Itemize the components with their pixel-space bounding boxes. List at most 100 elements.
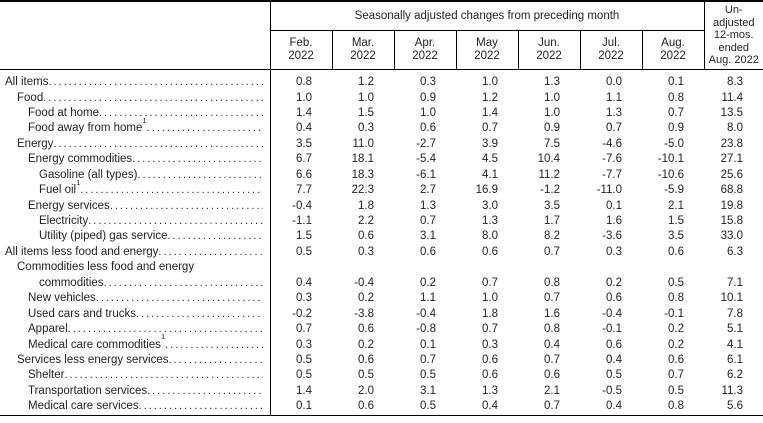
value-cell: 11.3 <box>721 384 743 397</box>
value-cell: 0.0 <box>606 76 622 89</box>
value-cell: 1.6 <box>606 215 622 228</box>
value-cell: 5.1 <box>727 323 743 336</box>
row-label: All items less food and energy <box>0 244 271 261</box>
value-cell: 1.8 <box>358 199 374 212</box>
value-cell: 1.4 <box>296 384 312 397</box>
value-cell: 0.6 <box>668 245 684 258</box>
month-column-header-feb: Feb. 2022 <box>269 30 332 70</box>
row-label: Energy commodities <box>0 152 271 168</box>
value-cell: 8.3 <box>727 76 743 89</box>
value-cell: 6.2 <box>727 369 743 382</box>
value-cell: -0.4 <box>416 307 436 320</box>
leader-dots <box>165 338 262 353</box>
value-cell: -3.8 <box>354 307 374 320</box>
leader-dots <box>167 229 262 244</box>
value-cell: 16.9 <box>475 184 498 197</box>
value-cell: -1.2 <box>540 184 560 197</box>
value-cell: 0.7 <box>544 245 560 258</box>
value-cell: -0.4 <box>354 276 374 289</box>
value-cell: 0.7 <box>544 400 560 413</box>
value-cell: 1.3 <box>420 199 436 212</box>
leader-dots <box>147 121 263 136</box>
value-cell: 1.0 <box>358 91 374 104</box>
value-cell: 4.1 <box>482 168 498 181</box>
row-label: Services less energy services <box>0 352 271 369</box>
value-cell: 11.4 <box>721 91 743 104</box>
value-cell: -7.6 <box>602 153 622 166</box>
table-row: Commodities less food and energy commodit… <box>0 260 763 292</box>
value-cell: 0.8 <box>668 400 684 413</box>
value-cell: -4.6 <box>602 137 622 150</box>
value-cell: 1.3 <box>544 76 560 89</box>
value-cell: 0.5 <box>296 245 312 258</box>
value-cell: 0.5 <box>358 369 374 382</box>
value-cell: -1.1 <box>292 215 312 228</box>
value-cell: 0.7 <box>544 353 560 366</box>
value-cell: 2.1 <box>544 384 560 397</box>
year-label: 2022 <box>660 50 686 62</box>
leader-dots <box>110 199 263 214</box>
value-cell: 1.0 <box>420 106 436 119</box>
value-cell: 3.1 <box>420 230 436 243</box>
table-row: Medical care services 0.1 0.6 0.5 0.4 0.7 0.4 0… <box>0 399 763 416</box>
value-cell: 1.8 <box>482 307 498 320</box>
table-body: All items 0.8 1.2 0.3 1.0 1.3 0.0 0.1 8.3 Food 1.0… <box>0 69 763 416</box>
leader-dots <box>136 307 262 322</box>
value-cell: 0.2 <box>358 338 374 351</box>
year-label: 2022 <box>536 50 562 62</box>
footnote-superscript: 1 <box>76 177 81 187</box>
unadjusted-header-line: 12-mos. <box>713 29 754 42</box>
value-cell: 1.4 <box>296 106 312 119</box>
leader-dots <box>53 137 262 152</box>
value-cell: 0.5 <box>296 369 312 382</box>
value-cell: 15.8 <box>720 215 743 228</box>
value-cell: 4.1 <box>727 338 743 351</box>
year-label: 2022 <box>350 50 376 62</box>
leader-dots <box>168 353 262 368</box>
year-label: 2022 <box>474 50 500 62</box>
value-cell: 18.3 <box>351 168 374 181</box>
table-row: Used cars and trucks -0.2 -3.8 -0.4 1.8 1.6 -0… <box>0 306 763 323</box>
row-label: Food <box>0 90 271 106</box>
value-cell: 0.6 <box>358 323 374 336</box>
value-cell: 0.5 <box>420 369 436 382</box>
value-cell: 1.5 <box>668 215 684 228</box>
value-cell: -0.5 <box>602 384 622 397</box>
row-label: Utility (piped) gas service <box>0 229 271 245</box>
leader-dots <box>68 322 263 337</box>
value-cell: -0.1 <box>664 307 684 320</box>
value-cell: 1.1 <box>420 292 436 305</box>
value-cell: 8.0 <box>482 230 498 243</box>
value-cell: 1.0 <box>482 292 498 305</box>
value-cell: 0.4 <box>296 276 312 289</box>
row-label: Medical care commodities1 <box>0 333 271 353</box>
value-cell: 1.3 <box>606 106 622 119</box>
value-cell: 6.1 <box>727 353 743 366</box>
leader-dots <box>43 91 262 106</box>
value-cell: 0.5 <box>606 369 622 382</box>
value-cell: 0.1 <box>420 338 436 351</box>
value-cell: -0.2 <box>292 307 312 320</box>
value-cell: 0.7 <box>482 276 498 289</box>
value-cell: 2.0 <box>358 384 374 397</box>
value-cell: 0.6 <box>358 230 374 243</box>
value-cell: 1.4 <box>482 106 498 119</box>
leader-dots <box>48 75 262 90</box>
month-label: Aug. <box>661 36 685 49</box>
month-label: Feb. <box>289 36 313 49</box>
month-label: Mar. <box>351 36 375 49</box>
value-cell: 8.2 <box>544 230 560 243</box>
value-cell: 0.7 <box>420 353 436 366</box>
value-cell: 1.5 <box>296 230 312 243</box>
unadjusted-header-line: adjusted <box>712 16 755 29</box>
value-cell: 2.2 <box>358 215 374 228</box>
row-label: Shelter <box>0 368 271 384</box>
value-cell: 0.3 <box>296 292 312 305</box>
table-row: Energy commodities 6.7 18.1 -5.4 4.5 10.4 -7.6… <box>0 152 763 168</box>
value-cell: 0.4 <box>482 400 498 413</box>
month-label: Jun. <box>538 36 560 49</box>
value-cell: 0.2 <box>668 323 684 336</box>
value-cell: 0.1 <box>606 199 622 212</box>
unadjusted-header-line: ended <box>718 41 750 54</box>
